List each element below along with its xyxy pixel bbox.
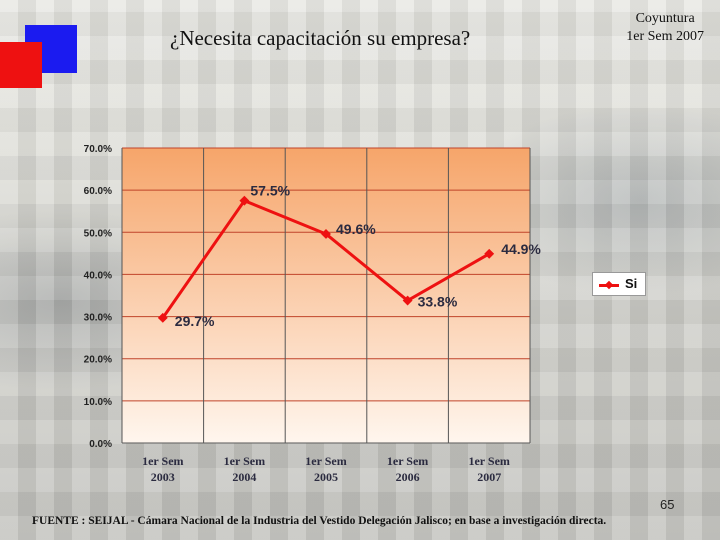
data-label: 49.6% (336, 221, 376, 237)
data-point (157, 312, 168, 323)
x-tick-label: 1er Sem 2004 (224, 454, 265, 484)
slide-title: ¿Necesita capacitación su empresa? (170, 26, 471, 50)
decor-red-square (0, 42, 42, 88)
y-tick-label: 10.0% (84, 397, 112, 408)
data-labels: 29.7% 57.5% 49.6% 33.8% 44.9% (175, 183, 542, 329)
data-label: 33.8% (418, 294, 458, 310)
period-line-1: Coyuntura (635, 11, 695, 26)
y-tick-label: 70.0% (84, 144, 112, 155)
x-axis-ticks: 1er Sem 2003 1er Sem 2004 1er Sem 2005 1er Sem… (142, 454, 510, 484)
series-si (157, 195, 495, 323)
y-tick-label: 60.0% (84, 186, 112, 197)
y-tick-label: 0.0% (89, 439, 112, 450)
gridlines (121, 147, 531, 444)
page-number: 65 (660, 497, 675, 512)
x-tick-label: 1er Sem 2003 (142, 454, 183, 484)
period-label: Coyuntura 1er Sem 2007 (626, 10, 704, 46)
source-note: FUENTE : SEIJAL - Cámara Nacional de la … (32, 515, 607, 527)
data-point (484, 248, 495, 259)
legend-label-si: Si (625, 276, 638, 291)
y-axis-ticks: 0.0% 10.0% 20.0% 30.0% 40.0% 50.0% 60.0% 70.0% (84, 144, 112, 450)
x-tick-label: 1er Sem 2006 (387, 454, 428, 484)
y-tick-label: 50.0% (84, 228, 112, 239)
data-point (321, 229, 331, 239)
plot-area (122, 148, 530, 443)
data-label: 44.9% (501, 241, 541, 257)
data-label: 57.5% (250, 183, 290, 199)
x-tick-label: 1er Sem 2007 (468, 454, 509, 484)
legend: Si (592, 272, 646, 296)
legend-marker-swatch (604, 280, 614, 290)
y-tick-label: 30.0% (84, 313, 112, 324)
period-line-2: 1er Sem 2007 (626, 29, 704, 44)
data-label: 29.7% (175, 313, 215, 329)
data-point (402, 295, 413, 306)
y-tick-label: 20.0% (84, 355, 112, 366)
x-tick-label: 1er Sem 2005 (305, 454, 346, 484)
y-tick-label: 40.0% (84, 270, 112, 281)
data-point (239, 195, 250, 206)
